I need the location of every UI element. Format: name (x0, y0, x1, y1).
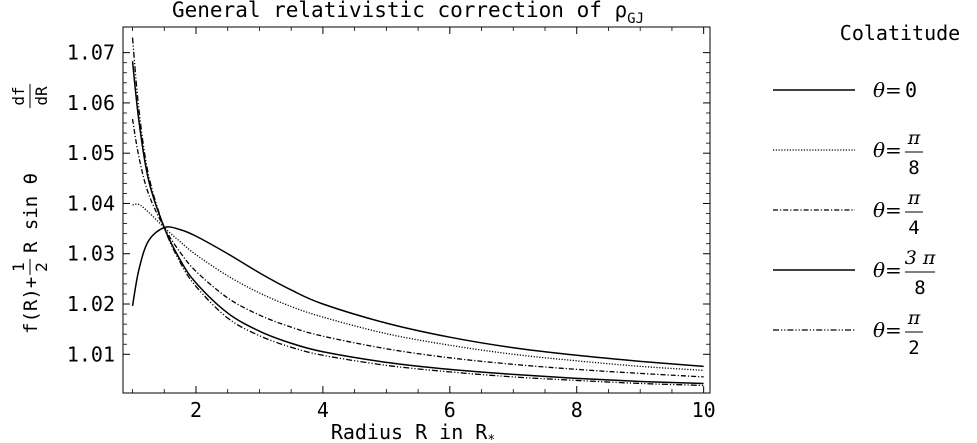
x-tick-label: 6 (444, 398, 456, 422)
y-tick-label: 1.03 (67, 242, 115, 266)
y-tick-label: 1.07 (67, 41, 115, 65)
x-tick-label: 2 (190, 398, 202, 422)
y-axis-label-half-num: 1 (9, 262, 28, 272)
legend-label-1: θ= (873, 78, 902, 102)
x-tick-label: 4 (317, 398, 329, 422)
legend-label-3: θ= (873, 198, 902, 222)
legend-frac-den-3: 4 (908, 217, 919, 239)
plot-frame (122, 26, 711, 394)
y-axis-label-prefix: f(R)+ (20, 277, 42, 334)
chart-title: General relativistic correction of ρGJ (172, 0, 644, 27)
legend-value-1: 0 (905, 78, 917, 102)
series-line-2 (132, 203, 704, 372)
y-tick-label: 1.05 (67, 141, 115, 165)
x-axis: 2 4 6 8 10 (132, 27, 716, 422)
legend-frac-num-3: π (907, 187, 921, 209)
legend-frac-num-4: 3 π (905, 247, 936, 269)
y-axis-label: f(R)+ 1 2 R sin θ df dR (9, 84, 51, 334)
x-axis-label-subscript: * (487, 433, 495, 443)
x-tick-label: 10 (692, 398, 716, 422)
legend-label-2: θ= (873, 138, 902, 162)
legend-label-5: θ= (873, 318, 902, 342)
y-axis-label-half-den: 2 (32, 262, 51, 272)
y-tick-label: 1.02 (67, 292, 115, 316)
series-line-4 (131, 61, 704, 385)
y-axis-label-deriv-den: dR (32, 86, 51, 106)
y-tick-label: 1.06 (67, 91, 115, 115)
legend-frac-den-4: 8 (914, 277, 925, 299)
y-axis-label-mid: R sin θ (20, 173, 42, 253)
y-axis: 1.01 1.02 1.03 1.04 1.05 1.06 1.07 (67, 41, 710, 366)
y-tick-label: 1.01 (67, 342, 115, 366)
legend-frac-den-2: 8 (908, 157, 919, 179)
y-tick-label: 1.04 (67, 191, 115, 215)
x-axis-label: Radius R in R* (331, 420, 495, 443)
series-line-1 (131, 226, 704, 368)
legend-label-4: θ= (873, 258, 902, 282)
y-axis-label-deriv-num: df (9, 86, 28, 105)
series-layer (131, 37, 704, 387)
legend: θ= 0θ= π8θ= π4θ= 3 π8θ= π2 (773, 78, 936, 359)
legend-frac-den-5: 2 (908, 337, 919, 359)
series-line-3 (131, 118, 704, 378)
legend-frac-num-2: π (907, 127, 921, 149)
series-line-5 (131, 37, 704, 387)
x-tick-label: 8 (571, 398, 583, 422)
legend-title: Colatitude (840, 21, 960, 45)
chart-title-subscript: GJ (627, 11, 644, 27)
legend-frac-num-5: π (907, 307, 921, 329)
